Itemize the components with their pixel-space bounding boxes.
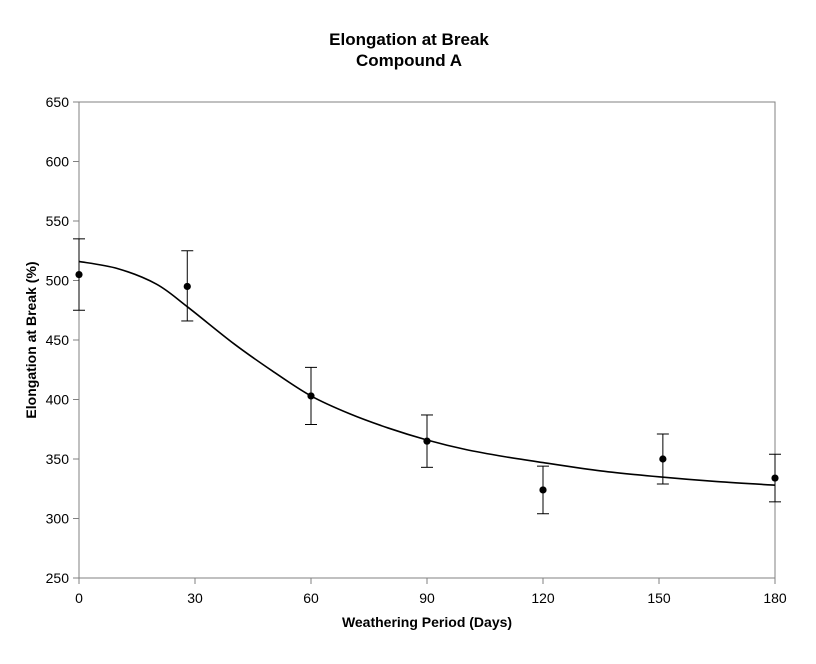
y-tick-label: 500 [46, 273, 70, 289]
y-tick-label: 250 [46, 570, 70, 586]
data-point [659, 455, 667, 463]
y-tick-label: 300 [46, 511, 70, 527]
x-tick-label: 60 [303, 590, 319, 606]
x-tick-label: 150 [647, 590, 671, 606]
x-tick-label: 90 [419, 590, 435, 606]
y-tick-label: 450 [46, 332, 70, 348]
data-point [771, 474, 779, 482]
plot-area: 250 300 350 400 450 500 550 600 650 0 30 60 90 120 150… [46, 94, 787, 606]
plot-frame [78, 101, 776, 579]
data-point [307, 392, 315, 400]
data-point [423, 437, 431, 445]
x-axis-label: Weathering Period (Days) [342, 614, 512, 630]
y-tick-label: 600 [46, 154, 70, 170]
x-tick-label: 120 [531, 590, 555, 606]
fitted-curve [78, 260, 776, 486]
chart-subtitle: Compound A [356, 51, 462, 70]
data-point [75, 270, 83, 279]
y-tick-label: 650 [46, 94, 70, 110]
data-point [539, 486, 547, 494]
y-tick-label: 350 [46, 451, 70, 467]
y-tick-label: 550 [46, 213, 70, 229]
x-tick-label: 30 [187, 590, 203, 606]
y-axis-label: Elongation at Break (%) [23, 261, 39, 418]
x-tick-label: 180 [763, 590, 787, 606]
y-tick-label: 400 [46, 392, 70, 408]
data-point [183, 282, 191, 291]
x-tick-label: 0 [75, 590, 83, 606]
chart-title: Elongation at Break [329, 30, 489, 49]
